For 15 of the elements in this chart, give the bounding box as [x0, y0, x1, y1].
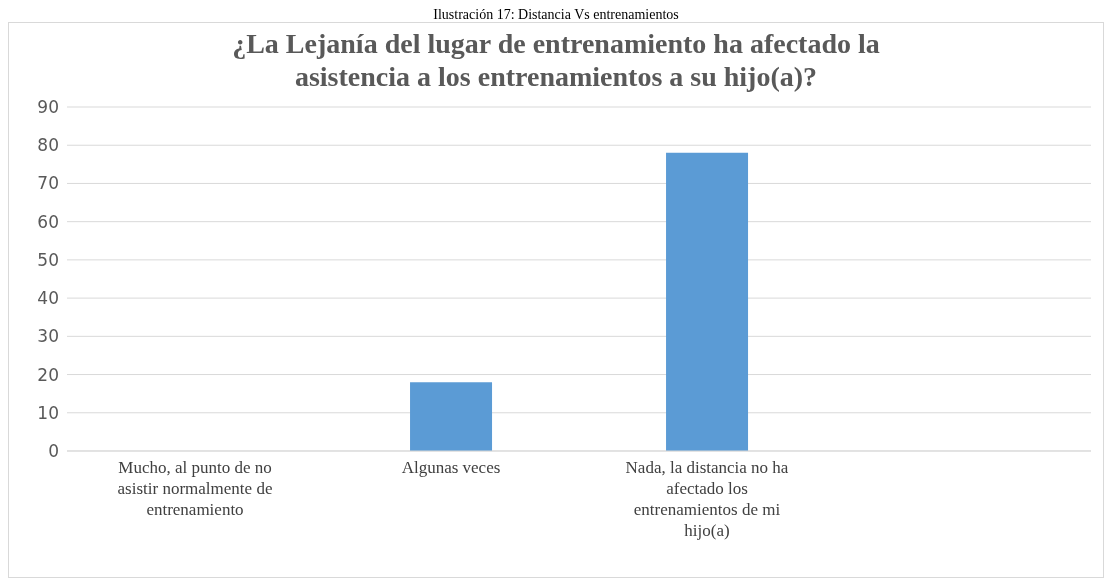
- y-tick-label: 80: [37, 135, 59, 156]
- y-tick-label: 0: [48, 441, 59, 462]
- y-tick-label: 10: [37, 402, 59, 423]
- y-tick-label: 40: [37, 288, 59, 309]
- x-tick-label: Mucho, al punto de no asistir normalmente de entrenamiento: [117, 458, 273, 519]
- y-tick-label: 60: [37, 211, 59, 232]
- chart-title: ¿La Lejanía del lugar de entrenamiento ha afectado la asistencia a los entrenamientos a su hijo(a)?: [231, 27, 881, 93]
- text: Ilustración 17: Distancia Vs entrenamientos: [432, 7, 680, 22]
- x-tick-label: Nada, la distancia no ha afectado los entrenamientos de mi hijo(a): [625, 458, 789, 540]
- y-tick-label: 50: [37, 249, 59, 270]
- y-tick-label: 30: [37, 326, 59, 347]
- y-tick-label: 20: [37, 364, 59, 385]
- y-tick-label: 70: [37, 173, 59, 194]
- x-tick-label: Algunas veces: [401, 458, 501, 477]
- y-tick-label: 90: [37, 97, 59, 118]
